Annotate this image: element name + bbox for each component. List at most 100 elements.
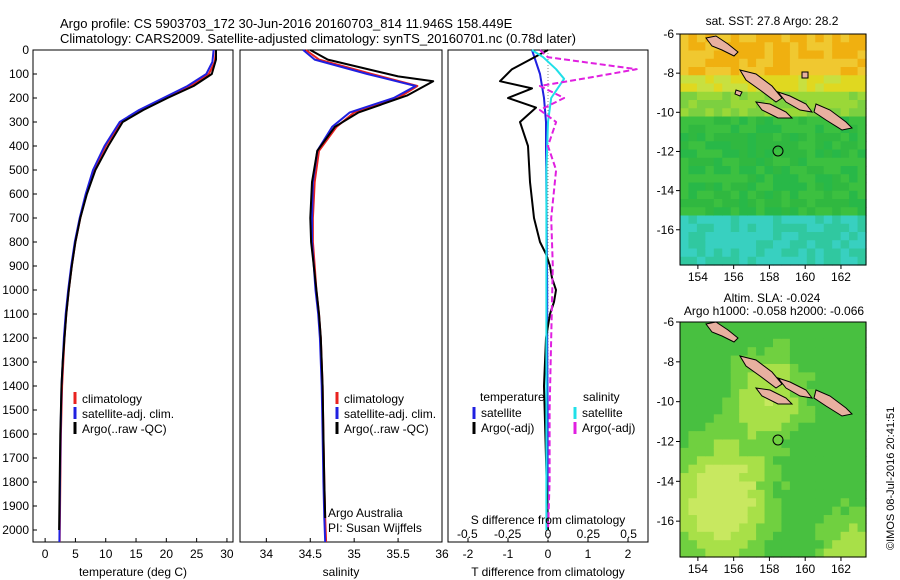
- map-cell: [680, 481, 690, 491]
- map-cell: [840, 174, 850, 184]
- map-cell: [705, 248, 715, 258]
- map-cell: [857, 456, 867, 466]
- map-cell: [789, 355, 799, 365]
- difference-profile-lines: [499, 49, 638, 542]
- map-cell: [773, 174, 783, 184]
- map-cell: [832, 182, 842, 192]
- map-cell: [798, 207, 808, 217]
- map-cell: [739, 174, 749, 184]
- map-cell: [756, 124, 766, 134]
- map-cell: [789, 447, 799, 457]
- map-cell: [789, 215, 799, 225]
- x-tick-label: 1: [585, 547, 592, 561]
- map-cell: [747, 58, 757, 68]
- map-cell: [688, 34, 698, 43]
- map-cell: [823, 124, 833, 134]
- map-cell: [680, 422, 690, 432]
- sla-map-title-line2: Argo h1000: -0.058 h2000: -0.066: [684, 304, 864, 318]
- map-cell: [840, 481, 850, 491]
- map-cell: [849, 515, 859, 525]
- map-cell: [730, 363, 740, 373]
- map-cell: [849, 506, 859, 516]
- map-cell: [705, 531, 715, 541]
- map-cell: [747, 67, 757, 76]
- map-cell: [832, 389, 842, 399]
- map-cell: [730, 133, 740, 142]
- map-cell: [823, 456, 833, 466]
- map-cell: [688, 42, 698, 52]
- map-cell: [781, 215, 791, 225]
- map-cell: [705, 330, 715, 340]
- map-cell: [815, 42, 825, 52]
- map-cell: [705, 67, 715, 76]
- map-cell: [823, 91, 833, 101]
- map-cell: [696, 481, 706, 491]
- map-cell: [781, 481, 791, 491]
- map-cell: [781, 248, 791, 258]
- map-cell: [781, 124, 791, 134]
- map-cell: [815, 523, 825, 533]
- map-cell: [806, 58, 816, 68]
- map-cell: [806, 347, 816, 357]
- map-cell: [823, 405, 833, 415]
- map-cell: [849, 531, 859, 541]
- map-cell: [680, 67, 690, 76]
- map-cell: [840, 363, 850, 373]
- map-cell: [705, 83, 715, 93]
- map-cell: [722, 166, 732, 175]
- map-cell: [747, 397, 757, 407]
- map-cell: [747, 506, 757, 516]
- map-cell: [730, 232, 740, 241]
- map-cell: [857, 100, 867, 109]
- map-cell: [696, 75, 706, 85]
- map-cell: [722, 548, 732, 558]
- map-cell: [696, 355, 706, 365]
- map-cell: [798, 548, 808, 558]
- map-cell: [705, 540, 715, 550]
- map-cell: [713, 397, 723, 407]
- map-cell: [857, 481, 867, 491]
- map-cell: [773, 190, 783, 200]
- map-cell: [849, 232, 859, 241]
- map-cell: [688, 498, 698, 508]
- map-cell: [680, 166, 690, 175]
- credit-argo-australia: Argo Australia: [328, 506, 403, 520]
- island-makira: [813, 103, 854, 131]
- map-cell: [730, 157, 740, 167]
- map-cell: [815, 414, 825, 424]
- map-cell: [849, 75, 859, 85]
- map-cell: [730, 473, 740, 483]
- map-cell: [857, 498, 867, 508]
- map-cell: [739, 405, 749, 415]
- s-diff-tick-label: 0.25: [577, 527, 601, 541]
- sst-map-axes: -6 -8 -10 -12 -14 -16 154 156 158 160 162: [657, 27, 852, 284]
- map-cell: [756, 506, 766, 516]
- map-cell: [722, 481, 732, 491]
- map-cell: [747, 473, 757, 483]
- map-cell: [789, 50, 799, 60]
- map-cell: [730, 447, 740, 457]
- map-cell: [688, 182, 698, 192]
- map-cell: [747, 405, 757, 415]
- map-cell: [781, 166, 791, 175]
- legend-argo-label: Argo(..raw -QC): [344, 422, 429, 436]
- map-cell: [773, 489, 783, 499]
- map-cell: [696, 232, 706, 241]
- map-cell: [713, 489, 723, 499]
- map-cell: [764, 58, 774, 68]
- map-cell: [840, 473, 850, 483]
- map-cell: [696, 347, 706, 357]
- map-cell: [756, 58, 766, 68]
- temp-argo-line: [58, 50, 217, 531]
- map-cell: [815, 157, 825, 167]
- map-cell: [823, 58, 833, 68]
- s-diff-tick-label: 0.5: [620, 527, 637, 541]
- map-cell: [781, 489, 791, 499]
- map-cell: [857, 372, 867, 382]
- map-cell: [705, 116, 715, 126]
- map-cell: [680, 215, 690, 225]
- map-cell: [764, 124, 774, 134]
- x-tick-label: 0: [42, 547, 49, 561]
- map-cell: [705, 548, 715, 558]
- map-cell: [849, 83, 859, 93]
